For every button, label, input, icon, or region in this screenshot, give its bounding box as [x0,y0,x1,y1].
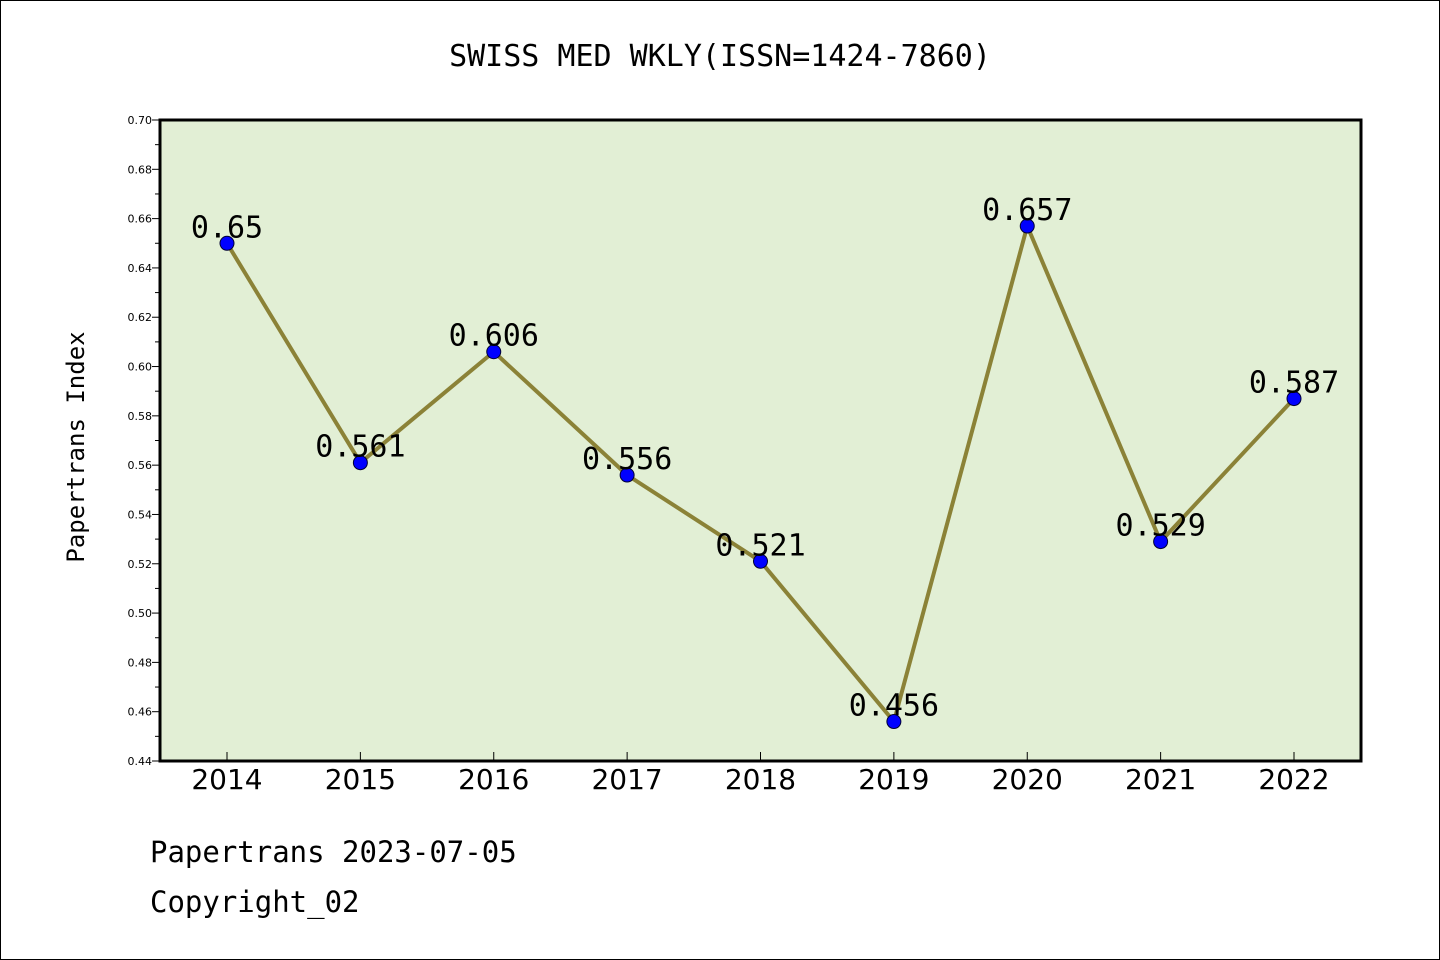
data-label: 0.521 [715,528,805,563]
plot-area [160,120,1361,761]
x-tick-label: 2021 [1125,763,1196,796]
data-point [1286,391,1302,407]
data-point [1153,534,1169,550]
x-tick-label: 2014 [191,763,262,796]
data-point [753,553,768,569]
y-axis-ticks: 0.44 0.46 0.48 0.50 0.52 0.54 0.56 0.58 0.60 0.62… [128,114,160,768]
y-tick-label: 0.48 [128,656,153,669]
data-point [886,714,902,730]
y-tick-label: 0.50 [128,607,153,620]
y-tick-label: 0.46 [128,706,153,719]
x-tick-label: 2015 [325,763,396,796]
y-tick-label: 0.68 [128,163,153,176]
x-tick-label: 2018 [725,763,796,796]
x-axis-ticks: 2014 2015 2016 2017 2018 2019 2020 2021 2022 [191,752,1330,796]
y-tick-label: 0.56 [128,459,153,472]
data-label: 0.587 [1249,366,1339,401]
data-label-group: 0.65 0.561 0.606 0.556 0.521 0.456 0.657 0.529 0… [191,193,1339,724]
data-point-group [219,218,1302,730]
y-tick-label: 0.58 [128,410,153,423]
data-point [352,455,368,471]
data-point [219,235,235,251]
data-point [619,467,635,483]
data-label: 0.65 [191,210,263,245]
y-tick-label: 0.52 [128,558,153,571]
y-tick-label: 0.64 [128,262,153,275]
x-tick-label: 2017 [591,763,662,796]
data-label: 0.556 [582,442,672,477]
data-label: 0.657 [982,193,1072,228]
plot-border [158,118,1363,763]
x-tick-label: 2016 [458,763,529,796]
y-tick-label: 0.66 [128,213,153,226]
x-tick-label: 2020 [992,763,1063,796]
x-tick-label: 2022 [1258,763,1329,796]
y-tick-label: 0.70 [128,114,153,127]
data-label: 0.456 [849,689,939,724]
data-label: 0.606 [449,319,539,354]
data-point [486,344,502,360]
data-label: 0.529 [1115,509,1205,544]
footer-copyright: Copyright_02 [150,885,360,919]
y-tick-label: 0.62 [128,311,153,324]
chart-title: SWISS MED WKLY(ISSN=1424-7860) [449,39,991,74]
y-tick-label: 0.44 [128,755,153,768]
footer-date: Papertrans 2023-07-05 [150,835,517,869]
data-point [1019,218,1035,234]
x-tick-label: 2019 [858,763,929,796]
y-axis-label: Papertrans Index [62,331,90,562]
data-label: 0.561 [315,430,405,465]
y-tick-label: 0.54 [128,508,153,521]
y-tick-label: 0.60 [128,361,153,374]
